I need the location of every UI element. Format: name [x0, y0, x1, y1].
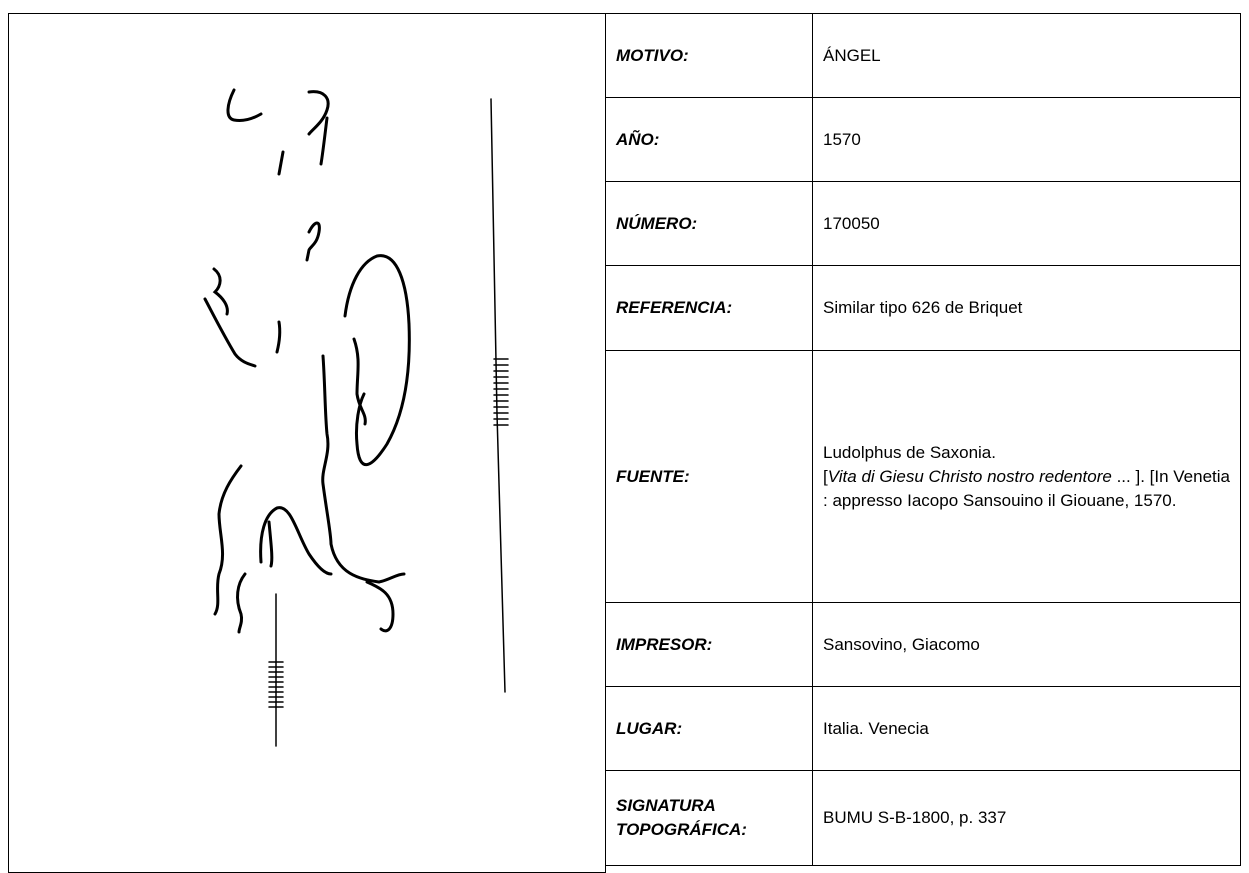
- label-text: IMPRESOR:: [616, 634, 713, 654]
- row-value: Sansovino, Giacomo: [812, 602, 1241, 687]
- label-text: REFERENCIA:: [616, 298, 733, 317]
- row-label: LUGAR:: [605, 686, 813, 771]
- value-text: Similar tipo 626 de Briquet: [823, 298, 1023, 317]
- label-text: MOTIVO:: [616, 45, 689, 65]
- row-label: REFERENCIA:: [605, 265, 813, 351]
- value-line: [: [823, 466, 828, 486]
- row-value: ÁNGEL: [812, 13, 1241, 98]
- value-text: ÁNGEL: [823, 45, 881, 65]
- label-text: NÚMERO:: [616, 213, 698, 233]
- row-label: NÚMERO:: [605, 181, 813, 266]
- row-label: AÑO:: [605, 97, 813, 182]
- row-value: Italia. Venecia: [812, 686, 1241, 771]
- row-value: Ludolphus de Saxonia. [Vita di Giesu Chr…: [812, 350, 1241, 603]
- label-text: AÑO:: [616, 129, 660, 149]
- value-line: Ludolphus de Saxonia.: [823, 442, 996, 462]
- image-cell: [8, 13, 606, 873]
- row-value: Similar tipo 626 de Briquet: [812, 265, 1241, 351]
- value-text: Sansovino, Giacomo: [823, 634, 980, 654]
- label-text: FUENTE:: [616, 466, 690, 486]
- value-text: Ludolphus de Saxonia. [Vita di Giesu Chr…: [823, 441, 1232, 513]
- label-text: LUGAR:: [616, 718, 683, 738]
- value-line: ... ]. [In Venetia : appresso Iacopo San…: [823, 466, 1230, 510]
- row-label: IMPRESOR:: [605, 602, 813, 687]
- value-text: 170050: [823, 213, 880, 233]
- row-value: 1570: [812, 97, 1241, 182]
- row-label: MOTIVO:: [605, 13, 813, 98]
- watermark-drawing: [203, 88, 509, 747]
- value-text: BUMU S-B-1800, p. 337: [823, 808, 1007, 827]
- row-label: SIGNATURA TOPOGRÁFICA:: [605, 770, 813, 866]
- row-value: BUMU S-B-1800, p. 337: [812, 770, 1241, 866]
- label-text: SIGNATURA TOPOGRÁFICA:: [616, 796, 747, 839]
- title-italic: Vita di Giesu Christo nostro redentore: [827, 466, 1112, 486]
- row-label: FUENTE:: [605, 350, 813, 603]
- row-value: 170050: [812, 181, 1241, 266]
- value-text: 1570: [823, 129, 861, 149]
- value-text: Italia. Venecia: [823, 718, 929, 738]
